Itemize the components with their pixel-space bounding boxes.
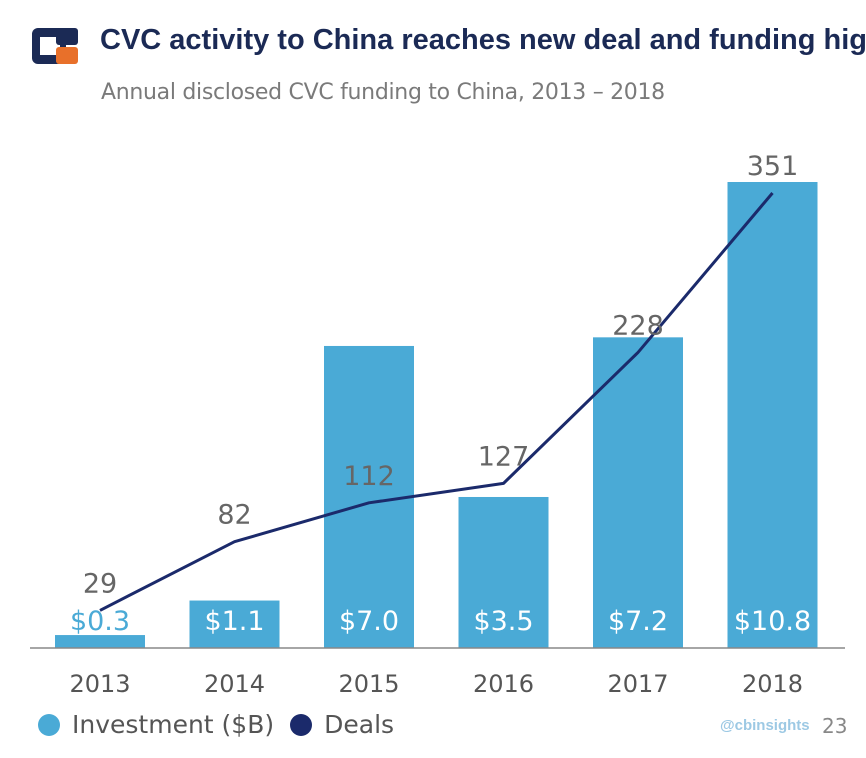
bar-value-label-2014: $1.1 [204, 606, 264, 637]
deal-label-2014: 82 [217, 500, 251, 531]
page-number: 23 [822, 714, 848, 738]
bar-value-label-2015: $7.0 [339, 606, 399, 637]
x-tick-label-2013: 2013 [69, 670, 130, 698]
bar-2013 [55, 635, 145, 648]
x-tick-label-2017: 2017 [607, 670, 668, 698]
legend-label-investment: Investment ($B) [72, 710, 275, 739]
legend-item-deals: Deals [290, 710, 394, 739]
legend: Investment ($B) Deals [38, 710, 410, 739]
deal-label-2015: 112 [343, 461, 395, 492]
deal-label-2016: 127 [478, 441, 530, 472]
deal-label-2017: 228 [612, 310, 664, 341]
deal-label-2018: 351 [747, 151, 799, 182]
x-tick-label-2014: 2014 [204, 670, 265, 698]
bars-layer [55, 182, 818, 648]
legend-dot-investment [38, 713, 60, 736]
legend-dot-deals [290, 713, 313, 736]
bar-value-label-2016: $3.5 [473, 606, 533, 637]
x-tick-label-2015: 2015 [338, 670, 399, 698]
bar-2017 [593, 337, 683, 648]
bar-value-label-2013: $0.3 [70, 606, 130, 637]
bar-value-label-2018: $10.8 [734, 606, 811, 637]
bar-2014 [189, 600, 280, 648]
x-tick-label-2018: 2018 [742, 670, 803, 698]
legend-item-investment: Investment ($B) [38, 710, 274, 739]
deals-series-line [99, 192, 774, 612]
bar-2018 [727, 182, 818, 648]
cb-insights-logo-icon [32, 28, 78, 64]
deal-label-2013: 29 [83, 568, 117, 599]
bar-value-label-2017: $7.2 [608, 606, 668, 637]
bar-2016 [458, 496, 549, 648]
legend-label-deals: Deals [324, 710, 395, 739]
chart-subtitle: Annual disclosed CVC funding to China, 2… [101, 80, 665, 105]
chart-title: CVC activity to China reaches new deal a… [100, 24, 866, 56]
labels-layer: $0.3 29 2013 $1.1 82 2014 $7.0 112 2015 $3.5 127 20… [69, 151, 811, 698]
watermark: @cbinsights [720, 717, 810, 734]
x-tick-label-2016: 2016 [473, 670, 534, 698]
